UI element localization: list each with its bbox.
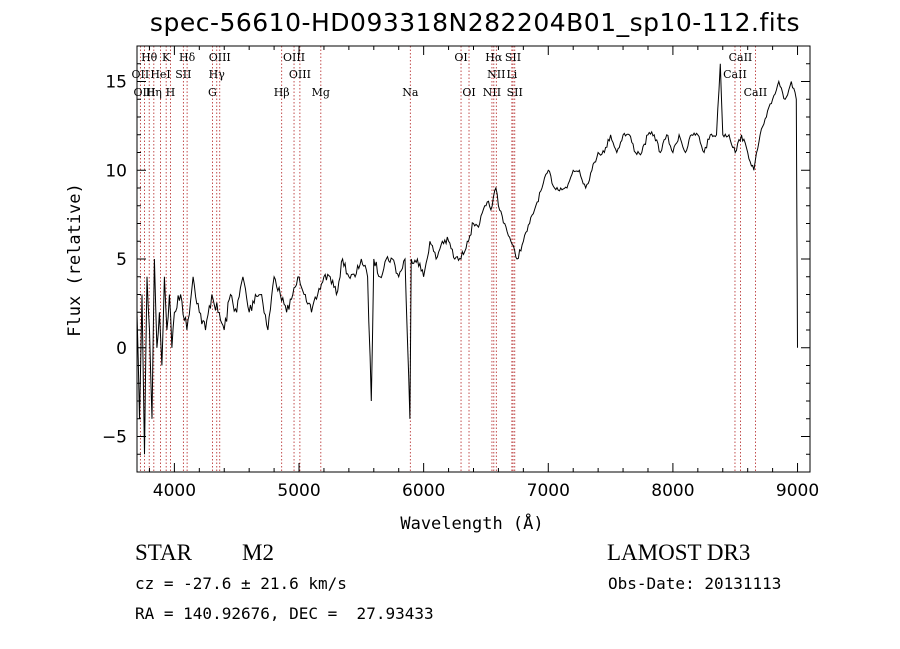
x-tick-label: 4000: [153, 481, 196, 501]
line-label-1: K: [162, 51, 171, 64]
line-label-22: Mg: [312, 86, 330, 99]
chart-title: spec-56610-HD093318N282204B01_sp10-112.f…: [149, 8, 801, 37]
y-tick-label: 10: [105, 161, 127, 181]
line-label-17: OIII: [133, 86, 155, 99]
redshift-cz: cz = -27.6 ± 21.6 km/s: [135, 574, 347, 593]
object-subclass: M2: [242, 540, 274, 565]
y-tick-label: 0: [116, 339, 127, 359]
x-tick-label: 7000: [527, 481, 570, 501]
tick-labels: 4000 5000 6000 7000 8000 9000 −5 0 5 10 15: [102, 73, 819, 502]
line-label-3: OIII: [209, 51, 231, 64]
line-label-23: Na: [402, 86, 419, 99]
y-tick-label: −5: [102, 428, 127, 448]
line-label-7: SII: [505, 51, 521, 64]
plot-frame: [136, 45, 811, 473]
line-label-16: CaII: [723, 68, 747, 81]
line-label-15: Li: [506, 68, 517, 81]
line-label-25: NII: [483, 86, 501, 99]
emission-line-markers: [139, 46, 756, 472]
line-label-11: SII: [175, 68, 191, 81]
line-label-20: G: [208, 86, 217, 99]
ra-dec: RA = 140.92676, DEC = 27.93433: [135, 604, 434, 623]
obs-date: Obs-Date: 20131113: [608, 574, 782, 593]
object-class: STAR: [135, 540, 192, 565]
line-label-5: OI: [454, 51, 467, 64]
line-label-26: SII: [507, 86, 523, 99]
line-label-4: OIII: [283, 51, 305, 64]
line-label-24: OI: [462, 86, 475, 99]
line-label-6: Hα: [485, 51, 503, 64]
x-tick-label: 5000: [277, 481, 320, 501]
survey-name: LAMOST DR3: [607, 540, 751, 565]
y-axis-label: Flux (relative): [65, 183, 85, 337]
line-label-12: Hγ: [209, 68, 226, 81]
x-tick-label: 9000: [776, 481, 819, 501]
x-tick-label: 8000: [651, 481, 694, 501]
line-label-10: HeI: [150, 68, 170, 81]
y-tick-label: 15: [105, 73, 127, 93]
line-label-0: Hθ: [141, 51, 158, 64]
spectrum-series: [136, 63, 798, 455]
line-label-8: CaII: [729, 51, 753, 64]
line-label-21: Hβ: [274, 86, 290, 99]
line-label-19: H: [166, 86, 176, 99]
axis-ticks: [137, 46, 810, 472]
line-label-13: OIII: [289, 68, 311, 81]
line-label-14: NII: [487, 68, 505, 81]
x-axis-label: Wavelength (Å): [400, 512, 543, 534]
y-tick-label: 5: [116, 250, 127, 270]
line-label-27: CaII: [744, 86, 768, 99]
line-label-18: Hη: [146, 86, 162, 99]
line-label-2: Hδ: [179, 51, 196, 64]
spectrum-line: [136, 63, 798, 455]
x-tick-label: 6000: [402, 481, 445, 501]
line-label-9: OII: [132, 68, 150, 81]
